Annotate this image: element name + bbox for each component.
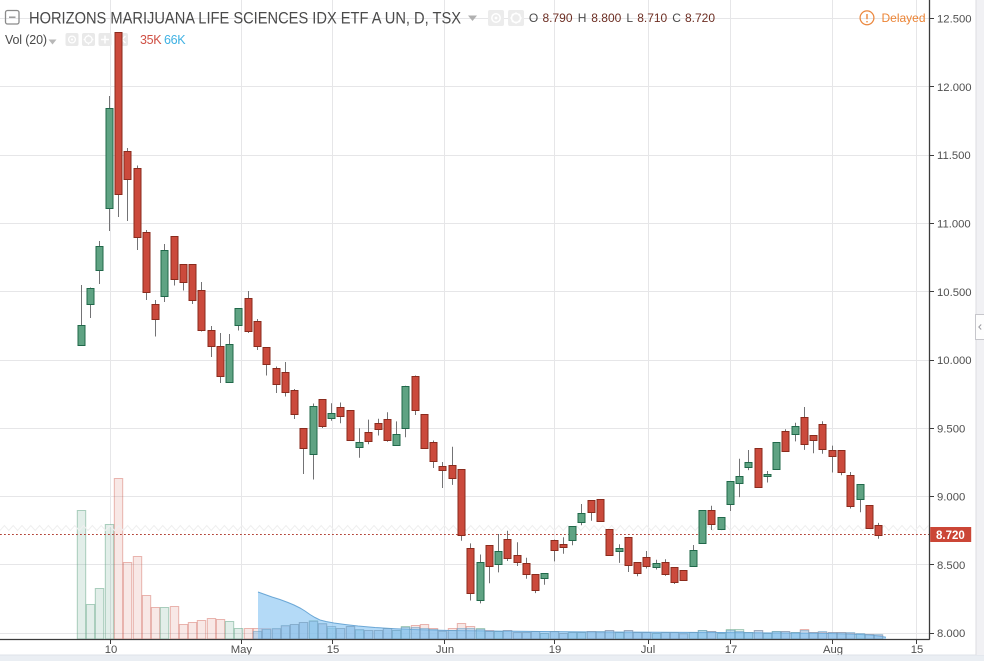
svg-text:10.000: 10.000 bbox=[937, 355, 972, 367]
svg-text:May: May bbox=[231, 644, 253, 656]
svg-text:8.800: 8.800 bbox=[591, 11, 621, 25]
svg-text:9.500: 9.500 bbox=[937, 423, 965, 435]
svg-text:10: 10 bbox=[105, 644, 118, 656]
svg-text:10.500: 10.500 bbox=[937, 287, 972, 299]
svg-text:8.710: 8.710 bbox=[637, 11, 667, 25]
svg-text:9.000: 9.000 bbox=[937, 492, 965, 504]
svg-text:8.720: 8.720 bbox=[685, 11, 715, 25]
svg-text:12.000: 12.000 bbox=[937, 82, 972, 94]
svg-text:L: L bbox=[626, 11, 633, 25]
svg-text:11.500: 11.500 bbox=[937, 150, 971, 162]
svg-text:Delayed: Delayed bbox=[882, 11, 926, 25]
svg-text:8.790: 8.790 bbox=[543, 11, 573, 25]
svg-text:19: 19 bbox=[549, 644, 562, 656]
svg-text:15: 15 bbox=[911, 644, 924, 656]
svg-text:17: 17 bbox=[725, 644, 738, 656]
svg-text:Jul: Jul bbox=[641, 644, 655, 656]
svg-text:66K: 66K bbox=[164, 33, 186, 47]
svg-text:Jun: Jun bbox=[436, 644, 454, 656]
svg-text:12.500: 12.500 bbox=[937, 14, 972, 26]
svg-text:11.000: 11.000 bbox=[937, 219, 971, 231]
svg-text:HORIZONS MARIJUANA LIFE SCIENC: HORIZONS MARIJUANA LIFE SCIENCES IDX ETF… bbox=[29, 9, 461, 28]
svg-text:C: C bbox=[672, 11, 681, 25]
svg-text:8.500: 8.500 bbox=[937, 560, 965, 572]
svg-text:Aug: Aug bbox=[823, 644, 843, 656]
svg-text:8.000: 8.000 bbox=[937, 628, 965, 640]
svg-text:O: O bbox=[529, 11, 538, 25]
svg-text:H: H bbox=[578, 11, 587, 25]
svg-text:35K: 35K bbox=[140, 33, 162, 47]
svg-text:8.720: 8.720 bbox=[936, 530, 965, 542]
svg-text:Vol (20): Vol (20) bbox=[5, 33, 47, 47]
svg-text:15: 15 bbox=[327, 644, 340, 656]
